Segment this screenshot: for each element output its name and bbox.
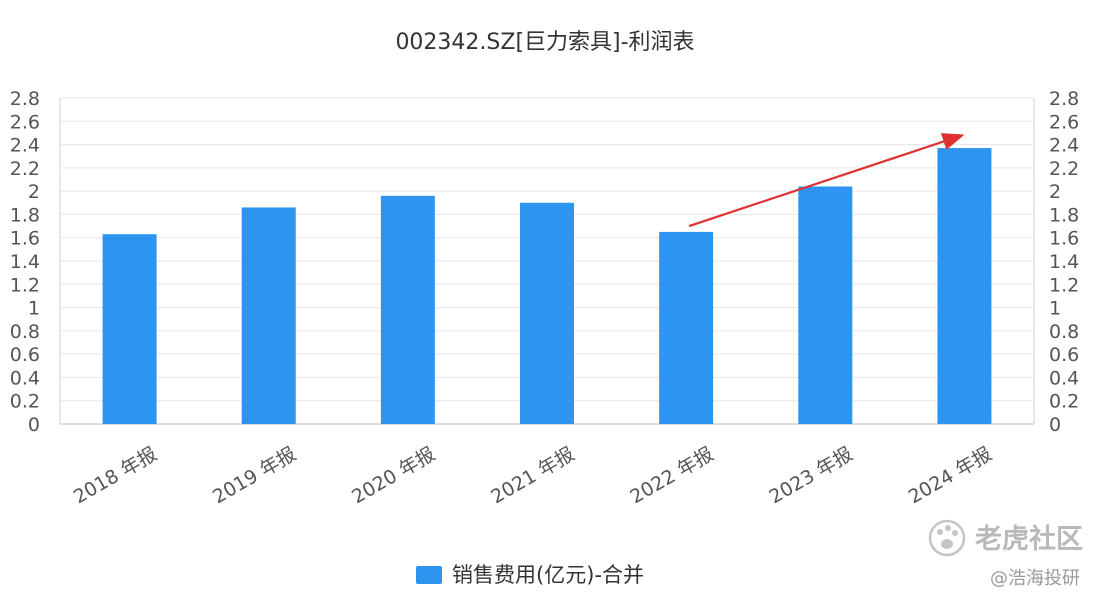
trend-annotation: [688, 133, 965, 228]
legend-label[interactable]: 销售费用(亿元)-合并: [452, 563, 644, 587]
y-tick-right: 0.2: [1049, 391, 1079, 413]
y-axis-left: 00.20.40.60.811.21.41.61.822.22.42.62.8: [10, 88, 40, 436]
y-tick-right: 2.4: [1049, 135, 1079, 157]
x-tick-label: 2023 年报: [766, 443, 857, 508]
y-axis-right: 00.20.40.60.811.21.41.61.822.22.42.62.8: [1049, 88, 1079, 436]
y-tick-left: 1.2: [10, 274, 40, 296]
y-tick-right: 2: [1049, 181, 1061, 203]
bar[interactable]: [102, 234, 157, 424]
x-tick-label: 2019 年报: [209, 443, 300, 508]
y-tick-right: 0.6: [1049, 344, 1079, 366]
bar[interactable]: [659, 231, 714, 424]
y-tick-left: 1.6: [10, 228, 40, 250]
x-tick-label: 2021 年报: [487, 443, 578, 508]
watermark-main: 老虎社区: [975, 523, 1083, 555]
y-tick-left: 1.8: [10, 204, 40, 226]
y-tick-right: 0.4: [1049, 367, 1079, 389]
y-tick-right: 2.2: [1049, 158, 1079, 180]
y-tick-right: 2.6: [1049, 111, 1079, 133]
x-axis: 2018 年报 2019 年报 2020 年报 2021 年报 2022 年报 2023 …: [70, 443, 996, 508]
y-tick-left: 0.8: [10, 321, 40, 343]
legend[interactable]: 销售费用(亿元)-合并: [416, 563, 644, 587]
y-tick-left: 2.6: [10, 111, 40, 133]
watermark: 老虎社区 @浩海投研: [928, 519, 1083, 589]
y-tick-right: 0.8: [1049, 321, 1079, 343]
y-tick-left: 0.6: [10, 344, 40, 366]
y-tick-left: 0.4: [10, 367, 40, 389]
tiger-paw-icon: [928, 519, 966, 557]
bar[interactable]: [520, 202, 574, 424]
bar[interactable]: [937, 148, 992, 425]
bar[interactable]: [380, 195, 435, 424]
y-tick-right: 1.4: [1049, 251, 1079, 273]
y-tick-right: 0: [1049, 414, 1061, 436]
y-tick-right: 1.2: [1049, 274, 1079, 296]
legend-swatch[interactable]: [416, 566, 442, 584]
y-tick-left: 0.2: [10, 391, 40, 413]
y-tick-right: 1.6: [1049, 228, 1079, 250]
y-tick-right: 1: [1049, 298, 1061, 320]
x-tick-label: 2018 年报: [70, 443, 161, 508]
y-tick-left: 2.2: [10, 158, 40, 180]
y-tick-right: 1.8: [1049, 204, 1079, 226]
y-tick-left: 2.8: [10, 88, 40, 110]
bar[interactable]: [241, 207, 296, 424]
watermark-sub: @浩海投研: [990, 568, 1080, 589]
chart-title: 002342.SZ[巨力索具]-利润表: [395, 30, 694, 55]
y-tick-left: 1.4: [10, 251, 40, 273]
y-tick-left: 0: [28, 414, 40, 436]
x-tick-label: 2020 年报: [348, 443, 439, 508]
trend-arrow: [688, 133, 965, 228]
bar-series: [102, 148, 992, 425]
y-tick-left: 2.4: [10, 135, 40, 157]
x-tick-label: 2024 年报: [905, 443, 996, 508]
bar[interactable]: [798, 186, 853, 424]
x-tick-label: 2022 年报: [626, 443, 717, 508]
y-tick-right: 2.8: [1049, 88, 1079, 110]
y-tick-left: 2: [28, 181, 40, 203]
y-tick-left: 1: [28, 298, 40, 320]
